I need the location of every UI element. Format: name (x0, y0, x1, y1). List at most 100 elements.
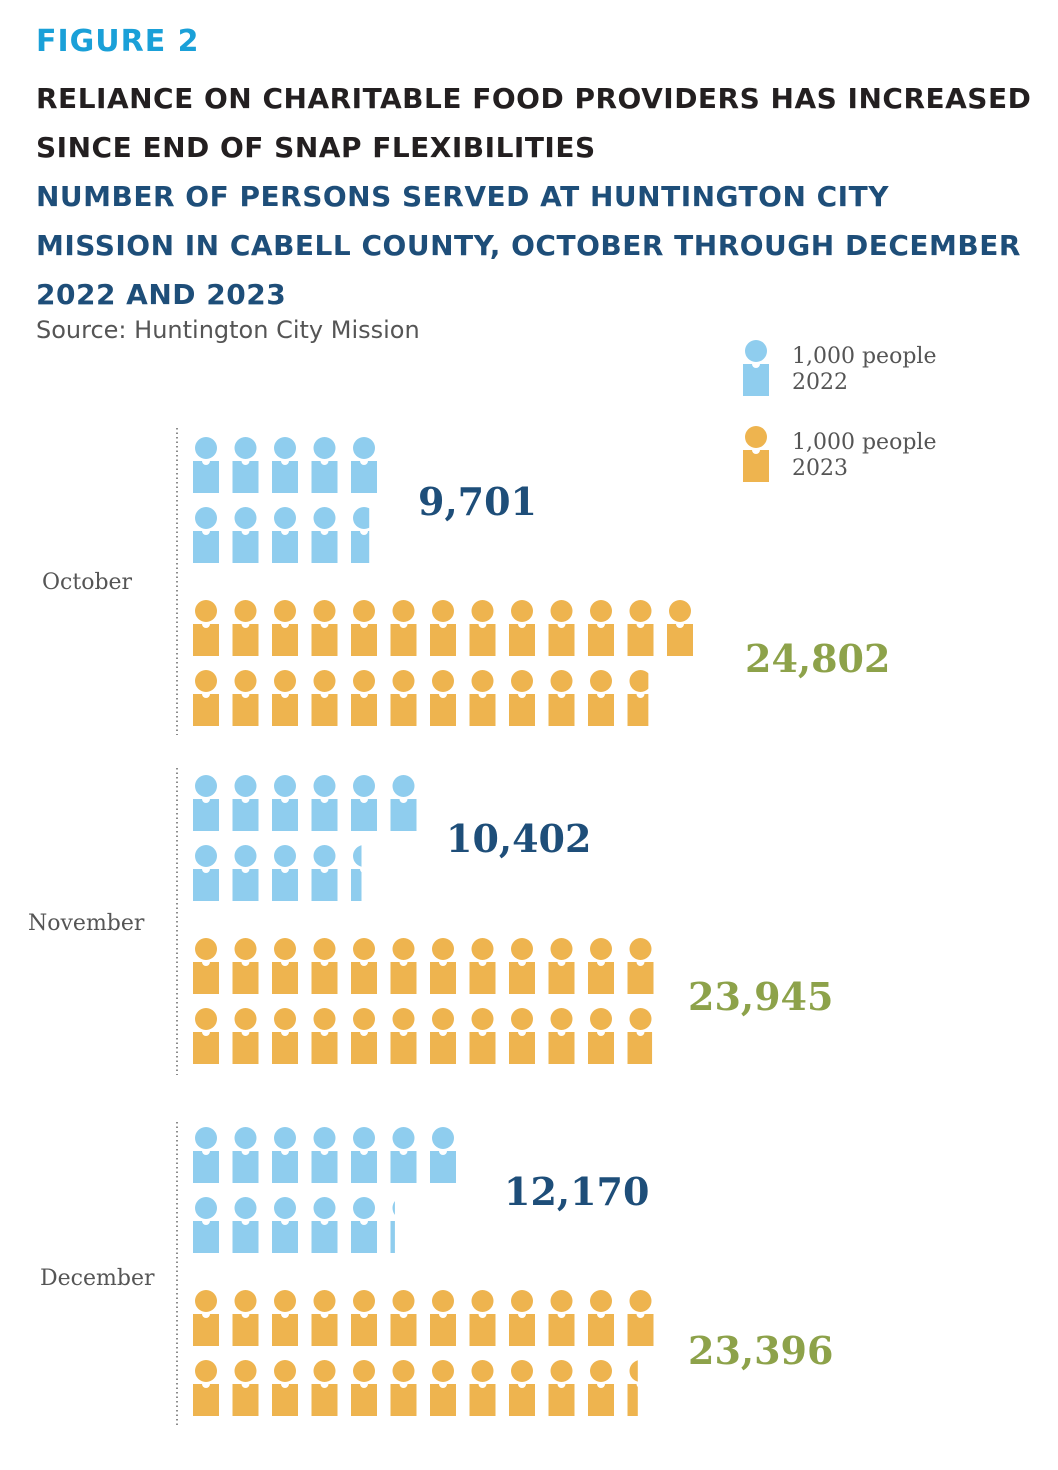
chart-title: RELIANCE ON CHARITABLE FOOD PROVIDERS HA… (36, 82, 1032, 164)
value-label-2023-december: 23,396 (688, 1328, 833, 1373)
icon-2023 (232, 1008, 259, 1064)
value-label-2022-october: 9,701 (418, 479, 537, 524)
icon-2023 (272, 670, 298, 726)
icon-2023 (193, 600, 219, 656)
icon-2023 (588, 670, 614, 726)
icon-2022 (193, 1127, 219, 1183)
icon-2023 (351, 600, 377, 656)
icon-2023 (232, 600, 259, 656)
icon-2023 (390, 1008, 417, 1064)
month-label-november: November (28, 911, 145, 936)
icon-2023 (351, 1008, 377, 1064)
source-note: Source: Huntington City Mission (36, 316, 420, 344)
icon-2023 (390, 600, 417, 656)
icon-2023 (351, 1290, 377, 1346)
icon-2023 (193, 1360, 219, 1416)
icon-2022 (272, 437, 298, 493)
icon-2023 (588, 938, 614, 994)
icon-2023 (311, 600, 338, 656)
value-label-2023-november: 23,945 (688, 974, 833, 1019)
icon-2023 (232, 670, 259, 726)
icon-2023 (311, 1290, 338, 1346)
icon-2022 (351, 845, 362, 901)
icon-2023 (627, 1290, 654, 1346)
group-october: October 9,701 24,802 (42, 428, 890, 735)
icon-2022 (232, 507, 259, 563)
icon-2022 (272, 1197, 298, 1253)
icon-2023 (627, 600, 654, 656)
value-label-2023-october: 24,802 (745, 636, 890, 681)
icon-2023 (627, 670, 649, 726)
icon-2023 (390, 1290, 417, 1346)
icon-2023 (272, 938, 298, 994)
icon-2023 (232, 1290, 259, 1346)
icon-2023 (430, 1360, 456, 1416)
icon-2022 (232, 1197, 259, 1253)
icon-2022 (232, 775, 259, 831)
chart-groups: October 9,701 24,802 November 10,402 23,945 De… (28, 428, 890, 1427)
icon-2023 (390, 1360, 417, 1416)
icon-2023 (311, 1360, 338, 1416)
icon-2022 (193, 845, 219, 901)
icon-2022 (193, 437, 219, 493)
icon-2023 (469, 938, 496, 994)
icon-2023 (548, 1008, 575, 1064)
icon-2023 (548, 1290, 575, 1346)
month-label-october: October (42, 570, 133, 595)
group-november: November 10,402 23,945 (28, 768, 833, 1075)
icon-2023 (193, 938, 219, 994)
legend-year-2022: 2022 (792, 370, 848, 395)
icon-2023 (588, 1290, 614, 1346)
icon-2023 (311, 1008, 338, 1064)
icon-2023 (469, 600, 496, 656)
icon-2022 (272, 775, 298, 831)
icon-2023 (548, 938, 575, 994)
icon-2022 (193, 775, 219, 831)
icon-2022 (311, 437, 338, 493)
icon-2022 (193, 507, 219, 563)
icon-2022 (311, 1197, 338, 1253)
icon-2023 (469, 670, 496, 726)
icon-2022 (311, 1127, 338, 1183)
icon-2023 (430, 670, 456, 726)
group-december: December 12,170 23,396 (40, 1122, 833, 1427)
icon-2023 (430, 600, 456, 656)
icon-2022 (390, 1127, 417, 1183)
icon-2022 (390, 775, 417, 831)
icon-2023 (588, 1008, 614, 1064)
icon-2023 (509, 1360, 535, 1416)
icon-2022 (351, 507, 370, 563)
icon-2022 (430, 1127, 456, 1183)
icon-2022 (351, 1197, 377, 1253)
icon-2023 (469, 1290, 496, 1346)
icon-2023 (232, 938, 259, 994)
icon-2023 (548, 600, 575, 656)
icon-2023 (232, 1360, 259, 1416)
icon-2023 (272, 600, 298, 656)
icon-2023 (588, 600, 614, 656)
value-label-2022-december: 12,170 (504, 1169, 649, 1214)
icon-2022 (272, 845, 298, 901)
icon-2023 (509, 600, 535, 656)
icon-2023 (311, 670, 338, 726)
icon-2023 (509, 1290, 535, 1346)
icon-2023 (627, 938, 654, 994)
icon-2022 (232, 437, 259, 493)
icon-2023 (430, 1290, 456, 1346)
icon-2023 (351, 670, 377, 726)
legend-icon-2023 (743, 426, 769, 482)
icon-2023 (469, 1360, 496, 1416)
legend-label-2022: 1,000 people (792, 344, 936, 369)
icon-2023 (627, 1008, 653, 1064)
icon-2023 (272, 1290, 298, 1346)
chart-subtitle: NUMBER OF PERSONS SERVED AT HUNTINGTON C… (36, 180, 1021, 311)
icon-2022 (311, 845, 338, 901)
icon-2022 (390, 1197, 395, 1253)
icon-2022 (232, 845, 259, 901)
icon-2023 (193, 670, 219, 726)
icon-2022 (351, 437, 377, 493)
icon-2023 (588, 1360, 614, 1416)
icon-2022 (272, 1127, 298, 1183)
